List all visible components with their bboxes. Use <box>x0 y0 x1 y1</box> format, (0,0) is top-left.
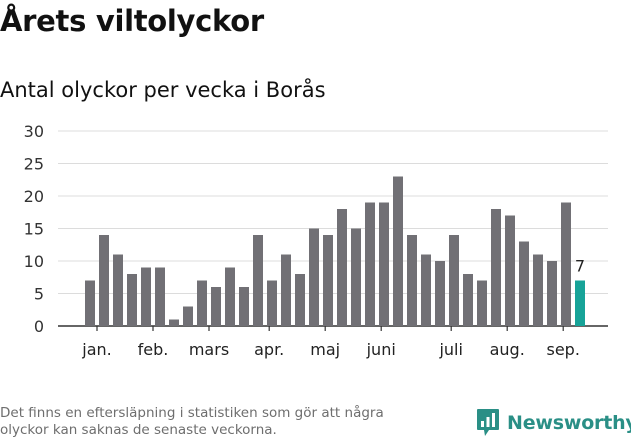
footnote: Det finns en eftersläpning i statistiken… <box>0 405 460 439</box>
x-tick-label: feb. <box>138 340 169 359</box>
highlighted-bar <box>575 280 585 326</box>
bar <box>85 280 95 326</box>
bar <box>253 235 263 326</box>
bar <box>281 254 291 326</box>
bar <box>407 235 417 326</box>
bar <box>505 215 515 326</box>
bar <box>435 261 445 326</box>
chart-subtitle: Antal olyckor per vecka i Borås <box>0 78 326 102</box>
x-tick-label: juli <box>438 340 462 359</box>
bar <box>547 261 557 326</box>
bar <box>169 319 179 326</box>
y-tick-label: 5 <box>34 285 44 304</box>
bar <box>225 267 235 326</box>
bar <box>267 280 277 326</box>
x-tick-label: maj <box>310 340 340 359</box>
bar <box>211 287 221 326</box>
y-tick-label: 30 <box>24 122 44 141</box>
bar <box>155 267 165 326</box>
bar <box>99 235 109 326</box>
bar <box>533 254 543 326</box>
bar <box>379 202 389 326</box>
x-tick-label: apr. <box>254 340 284 359</box>
bar <box>323 235 333 326</box>
brand-name: Newsworthy <box>507 412 631 434</box>
chart-title: Årets viltolyckor <box>0 4 264 38</box>
footnote-line: olyckor kan saknas de senaste veckorna. <box>0 422 277 438</box>
y-tick-label: 10 <box>24 252 44 271</box>
bar <box>393 176 403 326</box>
y-tick-label: 0 <box>34 317 44 336</box>
bar <box>365 202 375 326</box>
bar <box>449 235 459 326</box>
bar <box>421 254 431 326</box>
bar <box>239 287 249 326</box>
y-tick-label: 15 <box>24 220 44 239</box>
bar <box>491 209 501 326</box>
newsworthy-brand[interactable]: Newsworthy <box>476 408 631 438</box>
y-tick-label: 25 <box>24 155 44 174</box>
x-tick-label: mars <box>189 340 229 359</box>
x-tick-label: aug. <box>490 340 525 359</box>
bar <box>113 254 123 326</box>
bar <box>561 202 571 326</box>
highlight-value-label: 7 <box>575 257 585 276</box>
bar <box>197 280 207 326</box>
bar <box>309 228 319 326</box>
x-tick-label: juni <box>366 340 396 359</box>
footnote-line: Det finns en eftersläpning i statistiken… <box>0 405 384 421</box>
bar <box>351 228 361 326</box>
bar <box>183 306 193 326</box>
newsworthy-logo-icon <box>477 409 499 436</box>
bar <box>127 274 137 326</box>
x-tick-label: jan. <box>81 340 111 359</box>
weekly-accidents-bar-chart: 0 5 10 15 20 25 30 7 jan. feb. mars apr. maj juni juli… <box>24 122 608 359</box>
bar <box>519 241 529 326</box>
x-tick-label: sep. <box>546 340 579 359</box>
bar <box>295 274 305 326</box>
bar <box>463 274 473 326</box>
bar <box>141 267 151 326</box>
bar <box>337 209 347 326</box>
bar <box>477 280 487 326</box>
y-tick-label: 20 <box>24 187 44 206</box>
